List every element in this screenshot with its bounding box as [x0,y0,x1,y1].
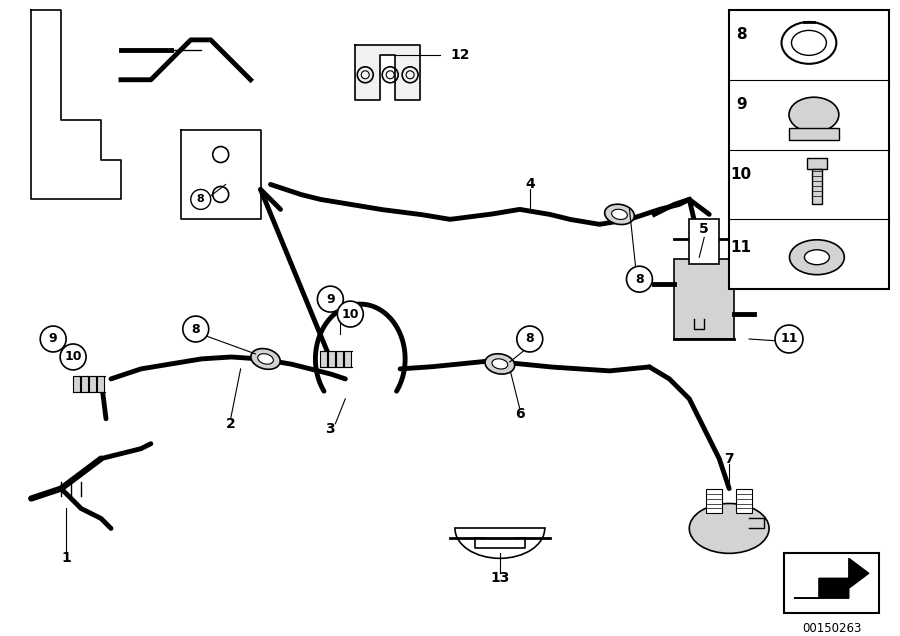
Polygon shape [356,45,420,100]
Text: 4: 4 [525,177,535,191]
Ellipse shape [257,354,274,364]
Text: 1: 1 [61,551,71,565]
Bar [320,351,328,367]
Text: 7: 7 [724,452,734,466]
Ellipse shape [612,209,627,219]
Ellipse shape [492,359,508,369]
Circle shape [517,326,543,352]
Polygon shape [794,558,868,598]
Bar [729,10,888,289]
Bar [345,351,351,367]
Text: 10: 10 [341,308,359,321]
Text: 5: 5 [699,223,709,237]
Ellipse shape [251,349,280,370]
Circle shape [191,190,211,209]
Text: 8: 8 [635,273,644,286]
Circle shape [183,316,209,342]
Bar [789,128,839,139]
Text: 8: 8 [192,322,200,336]
Text: 11: 11 [731,240,752,255]
Text: 8: 8 [197,195,204,204]
Ellipse shape [805,250,830,265]
Text: 11: 11 [780,333,797,345]
Bar [689,219,719,264]
Bar [89,376,96,392]
Text: 9: 9 [326,293,335,306]
Bar [674,259,734,339]
Text: 8: 8 [736,27,746,43]
Circle shape [775,325,803,353]
Bar [73,376,80,392]
Text: 9: 9 [49,333,58,345]
Ellipse shape [689,504,770,553]
Text: 9: 9 [736,97,746,112]
Bar [328,351,336,367]
Ellipse shape [791,31,826,55]
Circle shape [338,301,364,327]
Circle shape [318,286,343,312]
Text: 3: 3 [326,422,335,436]
Text: 8: 8 [526,333,534,345]
Text: 6: 6 [515,407,525,421]
Ellipse shape [485,354,515,374]
Ellipse shape [605,204,634,225]
Text: 2: 2 [226,417,236,431]
Text: 00150263: 00150263 [802,621,861,635]
Text: 12: 12 [450,48,470,62]
Text: 10: 10 [731,167,752,182]
Bar [337,351,343,367]
Bar [812,170,822,204]
Bar [784,553,878,613]
Bar [807,158,827,170]
Bar [97,376,104,392]
Circle shape [626,266,652,292]
Ellipse shape [789,240,844,275]
Circle shape [40,326,66,352]
Circle shape [60,344,86,370]
Bar [706,488,722,513]
Text: 10: 10 [65,350,82,363]
Ellipse shape [789,97,839,132]
Text: 13: 13 [491,571,509,585]
Bar [736,488,752,513]
Bar [81,376,88,392]
